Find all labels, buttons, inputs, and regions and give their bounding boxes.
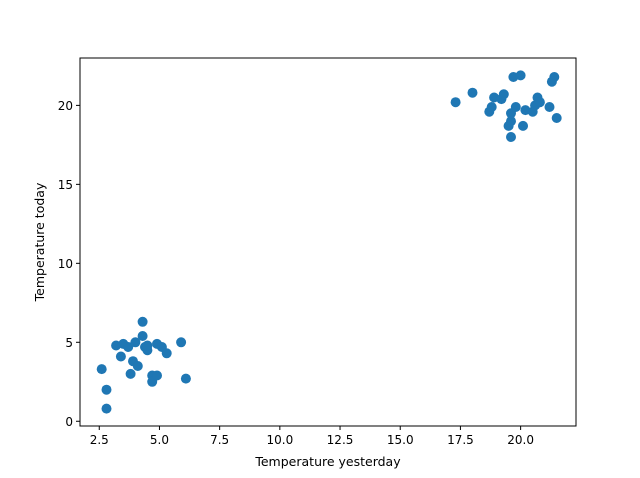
data-point <box>450 97 461 108</box>
data-point <box>132 361 143 371</box>
data-point <box>125 368 136 379</box>
data-point <box>161 348 172 359</box>
data-point <box>467 87 478 98</box>
data-point <box>551 113 562 123</box>
data-point <box>142 340 153 351</box>
data-point <box>506 116 516 127</box>
data-point <box>506 132 516 142</box>
plot-area-frame <box>79 57 577 427</box>
x-tick-label: 5.0 <box>150 433 169 447</box>
x-tick-label: 17.5 <box>447 433 474 447</box>
data-point <box>137 331 148 341</box>
y-tick-label: 5 <box>65 336 73 350</box>
data-point <box>130 337 141 348</box>
x-tick-label: 2.5 <box>90 433 109 447</box>
data-point <box>549 72 560 82</box>
data-point <box>96 364 107 375</box>
data-point <box>510 102 521 112</box>
x-axis-ticks: 2.5 5.0 7.5 10.0 12.5 15.0 17.5 20.0 <box>90 426 534 447</box>
x-tick-label: 10.0 <box>266 433 293 447</box>
data-point <box>123 342 134 352</box>
data-points <box>96 70 562 414</box>
x-tick-label: 12.5 <box>327 433 354 447</box>
data-point <box>176 337 187 348</box>
data-point <box>534 97 545 108</box>
y-axis-label: Temperature today <box>32 182 47 302</box>
x-tick-label: 7.5 <box>210 433 229 447</box>
data-point <box>152 370 162 381</box>
data-point <box>515 70 526 81</box>
data-point <box>544 102 555 112</box>
data-point <box>180 373 191 384</box>
data-point <box>101 384 112 395</box>
data-point <box>518 120 528 131</box>
y-axis-ticks: 0 5 10 15 20 <box>58 99 80 429</box>
data-point <box>498 89 509 100</box>
data-point <box>115 351 126 362</box>
y-tick-label: 15 <box>58 178 73 192</box>
y-tick-label: 10 <box>58 257 73 271</box>
data-point <box>101 403 112 414</box>
x-tick-label: 20.0 <box>507 433 534 447</box>
y-tick-label: 0 <box>65 415 73 429</box>
data-point <box>486 102 497 112</box>
data-point <box>137 316 148 327</box>
x-tick-label: 15.0 <box>387 433 414 447</box>
x-axis-label: Temperature yesterday <box>254 454 401 469</box>
y-tick-label: 20 <box>58 99 73 113</box>
